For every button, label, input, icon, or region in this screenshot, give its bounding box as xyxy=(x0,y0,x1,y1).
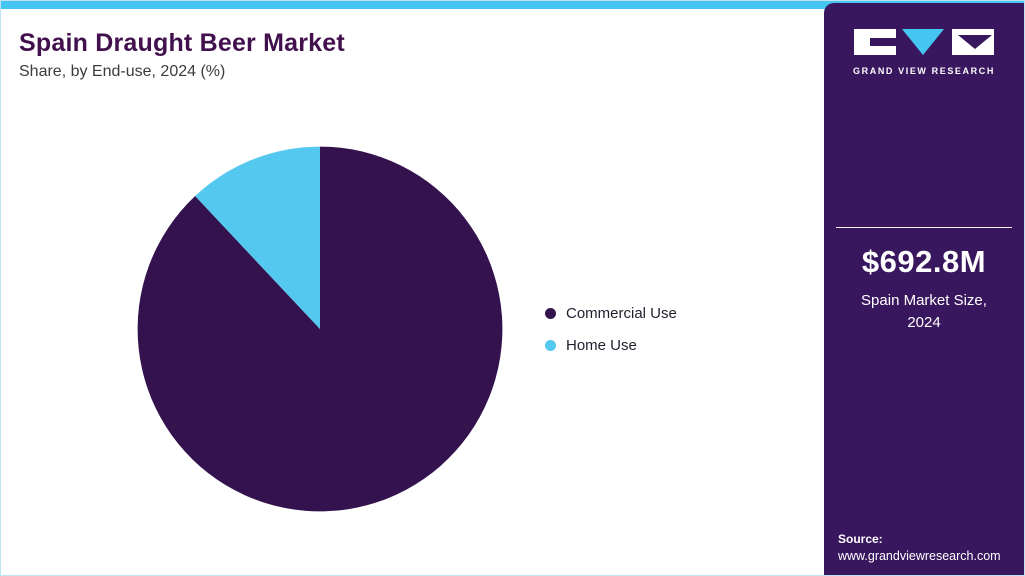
market-size-label-line2: 2024 xyxy=(907,313,941,331)
top-accent-bar xyxy=(1,1,1024,9)
legend: Commercial Use Home Use xyxy=(545,303,677,367)
source-block: Source: www.grandviewresearch.com xyxy=(838,532,1001,563)
grand-view-research-logo: GRAND VIEW RESEARCH xyxy=(846,29,1002,76)
pie-slice-commercial-use xyxy=(137,146,503,512)
market-size-label-line1: Spain Market Size, xyxy=(861,292,987,309)
brand-text: GRAND VIEW RESEARCH xyxy=(853,66,995,76)
sidebar: GRAND VIEW RESEARCH $692.8M Spain Market… xyxy=(824,3,1024,575)
pie-chart xyxy=(137,146,503,512)
market-size-block: $692.8M Spain Market Size, 2024 xyxy=(836,227,1012,334)
legend-dot-commercial-use xyxy=(545,307,556,319)
page-subtitle: Share, by End-use, 2024 (%) xyxy=(19,63,226,80)
legend-item-commercial-use: Commercial Use xyxy=(545,303,677,323)
grand-view-research-logo-icon xyxy=(854,29,994,55)
divider xyxy=(836,227,1012,228)
pie-slice-home-use xyxy=(195,146,320,329)
legend-label: Commercial Use xyxy=(566,304,677,322)
market-size-value: $692.8M xyxy=(861,244,987,279)
legend-item-home-use: Home Use xyxy=(545,335,677,355)
page-title: Spain Draught Beer Market xyxy=(19,29,345,57)
legend-label: Home Use xyxy=(566,336,637,354)
legend-dot-home-use xyxy=(545,339,556,351)
source-url-link[interactable]: www.grandviewresearch.com xyxy=(838,549,1001,563)
source-label: Source: xyxy=(838,532,883,546)
market-size-label: Spain Market Size, 2024 xyxy=(836,290,1012,334)
pie-chart-area xyxy=(128,137,512,521)
